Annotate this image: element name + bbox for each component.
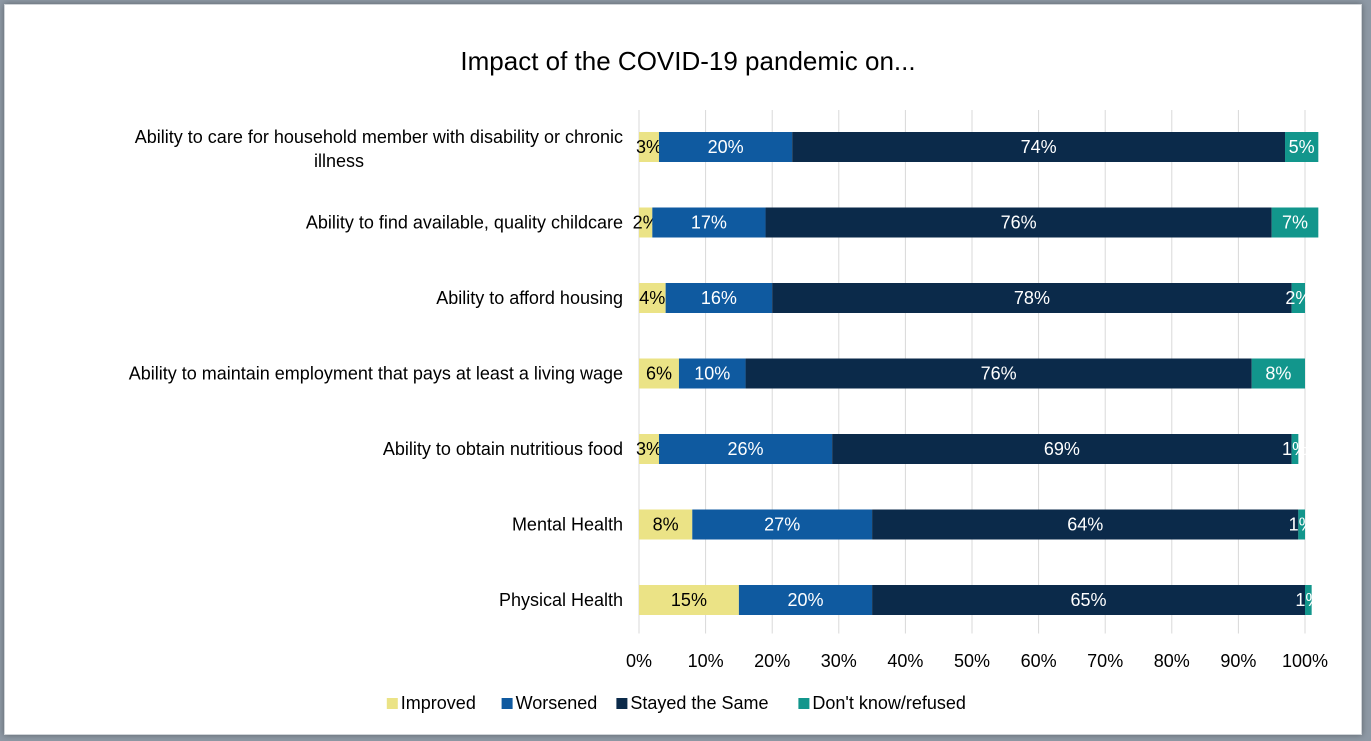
bar-worsened xyxy=(738,585,873,615)
category-label: Ability to maintain employment that pays… xyxy=(129,364,623,384)
stacked-bar-chart: Impact of the COVID-19 pandemic on... 3%… xyxy=(129,46,1328,713)
data-label: 1% xyxy=(1295,590,1321,610)
data-label: 78% xyxy=(1014,288,1050,308)
x-tick-label: 0% xyxy=(626,651,652,671)
bar-worsened xyxy=(665,283,773,313)
data-label: 76% xyxy=(981,364,1017,384)
category-label: Ability to obtain nutritious food xyxy=(383,439,623,459)
data-label: 65% xyxy=(1071,590,1107,610)
data-label: 16% xyxy=(701,288,737,308)
data-label: 1% xyxy=(1289,515,1315,535)
data-label: 2% xyxy=(633,213,659,233)
data-label: 8% xyxy=(1265,364,1291,384)
bar-improved xyxy=(639,132,659,162)
legend-item-improved: Improved xyxy=(386,693,476,713)
x-tick-label: 80% xyxy=(1154,651,1190,671)
bar-improved xyxy=(639,283,666,313)
data-label: 20% xyxy=(708,137,744,157)
category-label-line2: illness xyxy=(314,151,364,171)
data-label: 10% xyxy=(694,364,730,384)
x-tick-label: 30% xyxy=(821,651,857,671)
data-label: 5% xyxy=(1289,137,1315,157)
data-label: 17% xyxy=(691,213,727,233)
bar-don-t-know-refused xyxy=(1291,434,1299,464)
x-tick-label: 50% xyxy=(954,651,990,671)
bar-don-t-know-refused xyxy=(1271,207,1319,238)
bar-improved xyxy=(639,585,739,615)
legend-label: Stayed the Same xyxy=(630,693,768,713)
data-label: 76% xyxy=(1001,213,1037,233)
bar-improved xyxy=(639,509,693,540)
category-label: Ability to afford housing xyxy=(436,288,623,308)
legend: Improved Worsened Stayed the Same Don't kno… xyxy=(386,693,966,713)
chart-title: Impact of the COVID-19 pandemic on... xyxy=(460,46,915,76)
category-labels: Ability to care for household member wit… xyxy=(129,127,623,610)
chart-frame: Impact of the COVID-19 pandemic on... 3%… xyxy=(4,4,1362,735)
bar-don-t-know-refused xyxy=(1291,283,1305,313)
data-label: 7% xyxy=(1282,213,1308,233)
data-label: 69% xyxy=(1044,439,1080,459)
legend-swatch xyxy=(616,698,628,709)
x-axis-ticks: 0% 10% 20% 30% 40% 50% 60% 70% 80% 90% 100% xyxy=(626,651,1328,671)
x-tick-label: 70% xyxy=(1087,651,1123,671)
bar-stayed-the-same xyxy=(745,358,1252,389)
data-label: 6% xyxy=(646,364,672,384)
x-tick-label: 20% xyxy=(754,651,790,671)
category-label: Mental Health xyxy=(512,515,623,535)
category-label: Ability to care for household member wit… xyxy=(135,127,623,147)
legend-item-stayed-the-same: Stayed the Same xyxy=(616,693,768,713)
bar-improved xyxy=(639,358,679,389)
category-label: Ability to find available, quality child… xyxy=(306,213,623,233)
data-label: 26% xyxy=(728,439,764,459)
legend-item-don-t-know-refused: Don't know/refused xyxy=(798,693,966,713)
x-tick-label: 90% xyxy=(1220,651,1256,671)
legend-label: Improved xyxy=(401,693,476,713)
data-label: 74% xyxy=(1021,137,1057,157)
bars: 3% 20% 74% 5% 2% 17% 76% 7% 4% 16% 78% 2% 6% 10% 76% 8%… xyxy=(633,132,1321,615)
data-label: 3% xyxy=(636,439,662,459)
x-tick-label: 60% xyxy=(1021,651,1057,671)
data-label: 27% xyxy=(764,515,800,535)
data-label: 8% xyxy=(653,515,679,535)
legend-label: Don't know/refused xyxy=(812,693,966,713)
data-label: 64% xyxy=(1067,515,1103,535)
data-label: 2% xyxy=(1285,288,1311,308)
bar-improved xyxy=(639,207,653,238)
bar-stayed-the-same xyxy=(792,132,1286,162)
bar-don-t-know-refused xyxy=(1298,509,1305,540)
legend-label: Worsened xyxy=(516,693,598,713)
bar-don-t-know-refused xyxy=(1251,358,1305,389)
bar-don-t-know-refused xyxy=(1285,132,1319,162)
legend-item-worsened: Worsened xyxy=(501,693,598,713)
bar-improved xyxy=(639,434,659,464)
data-label: 20% xyxy=(787,590,823,610)
bar-worsened xyxy=(692,509,873,540)
data-label: 15% xyxy=(671,590,707,610)
bar-stayed-the-same xyxy=(872,585,1305,615)
bar-stayed-the-same xyxy=(832,434,1292,464)
x-tick-label: 10% xyxy=(688,651,724,671)
bar-don-t-know-refused xyxy=(1305,585,1312,615)
bar-worsened xyxy=(658,132,793,162)
data-label: 4% xyxy=(639,288,665,308)
bar-stayed-the-same xyxy=(765,207,1272,238)
bar-worsened xyxy=(678,358,746,389)
legend-swatch xyxy=(386,698,398,709)
x-tick-label: 100% xyxy=(1282,651,1328,671)
bar-worsened xyxy=(658,434,833,464)
data-label: 1% xyxy=(1282,439,1308,459)
legend-swatch xyxy=(798,698,810,709)
bar-stayed-the-same xyxy=(772,283,1292,313)
legend-swatch xyxy=(501,698,513,709)
x-tick-label: 40% xyxy=(887,651,923,671)
category-label: Physical Health xyxy=(499,590,623,610)
data-label: 3% xyxy=(636,137,662,157)
bar-stayed-the-same xyxy=(872,509,1299,540)
bar-worsened xyxy=(652,207,766,238)
